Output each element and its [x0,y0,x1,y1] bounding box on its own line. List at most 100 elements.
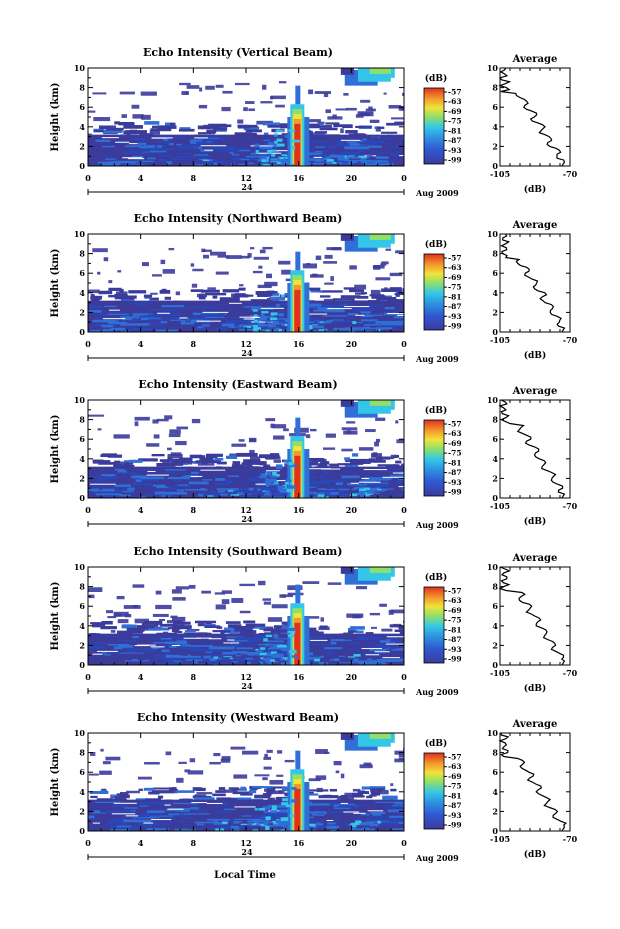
colorbar-tick-label: -99 [448,488,462,497]
average-y-tick-label: 0 [492,161,498,171]
colorbar-tick-label: -87 [448,302,462,311]
echo-cell [317,492,325,494]
echo-cell [175,586,190,590]
echo-cell [114,489,135,492]
echo-cell [213,149,228,151]
echo-cell [222,90,233,94]
average-y-tick-label: 2 [492,141,498,151]
echo-cell [88,815,95,819]
echo-cell [381,261,389,265]
echo-cell [225,621,241,624]
echo-cell [266,471,272,476]
echo-cell [372,492,380,494]
echo-cell [374,441,379,447]
echo-cell [258,476,266,479]
date-label: Aug 2009 [415,687,459,697]
echo-cell [233,657,253,661]
echo-cell [355,114,364,118]
echo-cell [270,312,278,316]
echo-cell [375,327,393,330]
echo-cell [141,114,151,120]
echo-cell [239,495,246,498]
echo-cell [376,152,400,154]
echo-cell [175,440,187,446]
echo-cell [275,303,298,306]
echo-cell [360,480,377,482]
echo-cell [309,162,325,165]
y-tick-label: 10 [74,63,86,73]
echo-cell [273,143,278,148]
echo-cell [245,129,262,133]
echo-cell [201,248,206,253]
echo-cell [117,470,127,473]
echo-cell [214,457,224,461]
echo-cell [200,459,221,464]
echo-cell [239,630,257,634]
echo-cell [318,329,327,331]
echo-cell [192,268,204,272]
echo-cell [364,324,369,326]
echo-cell [235,655,242,657]
echo-cell [100,626,117,630]
echo-cell [394,292,404,296]
echo-cell [347,482,369,486]
echo-cell [270,810,278,814]
echo-cell [277,328,282,332]
echo-cell [160,320,168,324]
echo-gap [128,158,145,160]
echo-cell [232,461,241,466]
echo-gap [136,644,156,646]
echo-cell [283,826,290,828]
echo-cell [152,484,166,487]
echo-gap [363,469,388,471]
echo-cell [217,490,225,493]
y-axis-label: Height (km) [50,83,61,152]
echo-gap [151,819,172,821]
echo-cell [259,808,265,811]
echo-cell [143,787,155,791]
echo-cell [248,487,254,491]
echo-cell [118,639,136,642]
echo-cell [107,454,123,458]
echo-cell [262,598,272,601]
echo-cell [369,119,380,123]
average-x-tick-label: -105 [490,501,510,511]
echo-cell [191,648,215,652]
echo-cell [335,108,348,111]
echo-cell [305,616,320,619]
echo-gap [367,810,384,812]
average-x-tick-label: -105 [490,169,510,179]
echo-cell [248,108,255,112]
echo-cell [385,248,392,251]
echo-cell [263,464,271,468]
echo-cell [381,628,393,632]
echo-cell [219,297,240,301]
echo-cell [253,324,258,328]
echo-cell [241,815,252,817]
echo-cell [238,284,244,287]
echo-cell [283,459,292,463]
echo-cell [281,269,291,275]
echo-cell [104,305,117,308]
echo-cell [395,294,400,297]
echo-cell [91,812,107,814]
echo-cell [153,434,160,439]
echo-cell [272,164,287,166]
echo-cell [210,819,214,821]
echo-cell [313,133,325,136]
echo-cell [196,142,216,145]
echo-cell [163,491,187,495]
echo-cell [171,629,180,633]
echo-cell [369,612,381,616]
echo-cell [310,146,319,148]
x-tick-label: 16 [293,672,305,682]
echo-cell [389,287,402,290]
echo-cell [320,475,326,478]
echo-cell [259,146,273,150]
echo-cell [325,479,345,483]
echo-cell [142,813,162,817]
average-y-tick-label: 4 [492,454,498,464]
echo-gap [200,469,226,471]
echo-cell [209,658,217,662]
chart-panel: Echo Intensity (Northward Beam)0246810He… [50,212,578,364]
